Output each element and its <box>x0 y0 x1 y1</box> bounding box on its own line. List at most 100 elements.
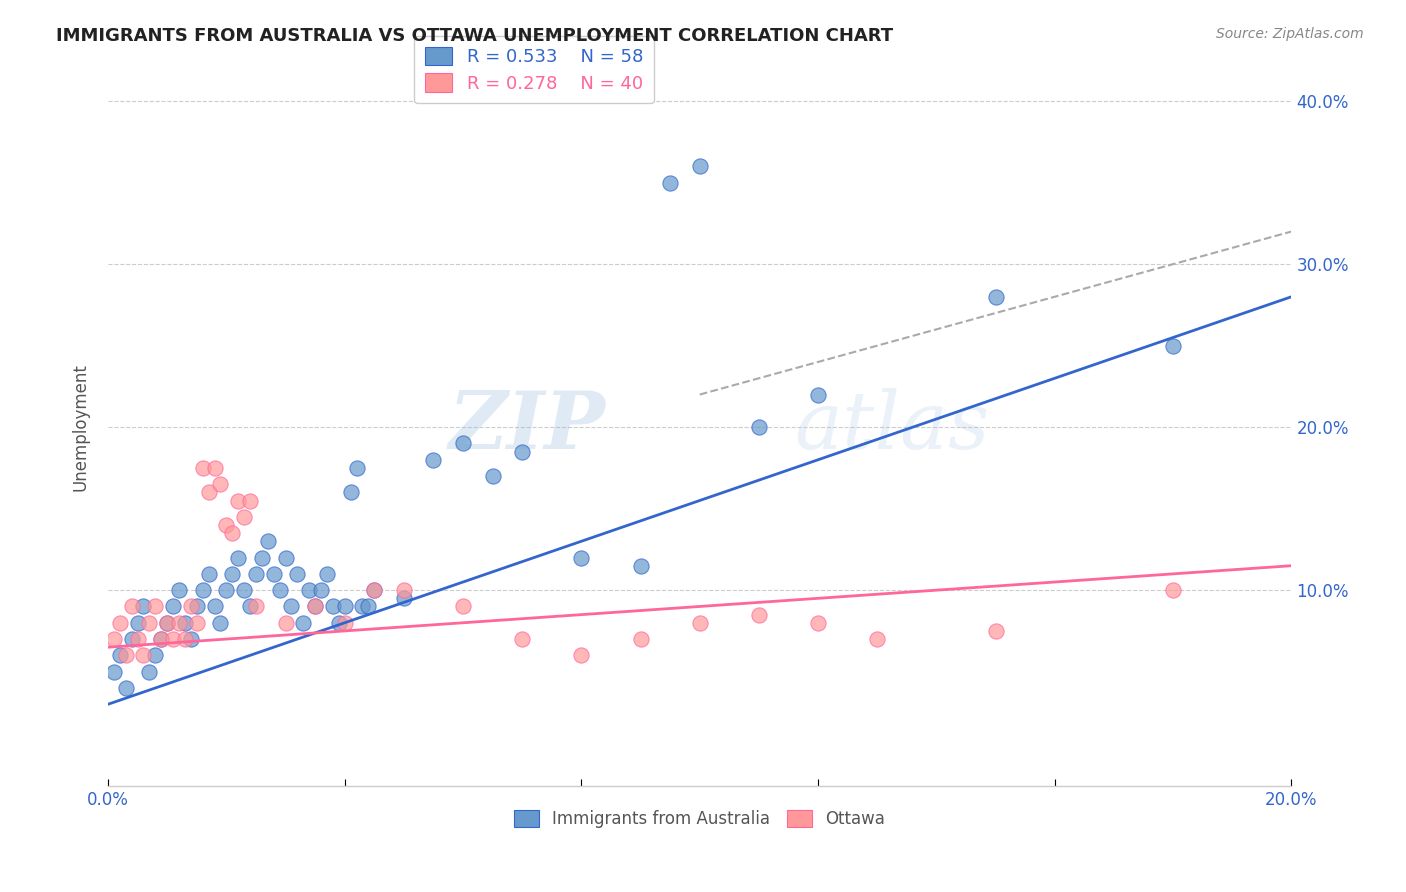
Point <box>1161 583 1184 598</box>
Point <box>328 615 350 630</box>
Point <box>807 387 830 401</box>
Point <box>156 615 179 630</box>
Point <box>245 566 267 581</box>
Point <box>984 290 1007 304</box>
Point <box>689 159 711 173</box>
Point <box>422 452 444 467</box>
Point <box>292 615 315 630</box>
Point <box>114 648 136 663</box>
Point <box>316 566 339 581</box>
Point <box>209 615 232 630</box>
Point <box>451 599 474 614</box>
Point <box>108 648 131 663</box>
Point <box>748 607 770 622</box>
Point <box>280 599 302 614</box>
Point <box>180 632 202 646</box>
Point <box>167 583 190 598</box>
Point <box>127 615 149 630</box>
Point <box>357 599 380 614</box>
Point <box>186 599 208 614</box>
Point <box>285 566 308 581</box>
Point <box>191 461 214 475</box>
Point <box>215 583 238 598</box>
Point <box>233 509 256 524</box>
Point <box>103 665 125 679</box>
Point <box>221 566 243 581</box>
Point <box>569 648 592 663</box>
Point <box>108 615 131 630</box>
Point <box>221 526 243 541</box>
Text: IMMIGRANTS FROM AUSTRALIA VS OTTAWA UNEMPLOYMENT CORRELATION CHART: IMMIGRANTS FROM AUSTRALIA VS OTTAWA UNEM… <box>56 27 893 45</box>
Point <box>121 632 143 646</box>
Point <box>352 599 374 614</box>
Point <box>689 615 711 630</box>
Text: ZIP: ZIP <box>449 388 605 466</box>
Point <box>132 648 155 663</box>
Point <box>162 632 184 646</box>
Point <box>180 599 202 614</box>
Point <box>659 176 682 190</box>
Point <box>174 632 197 646</box>
Point <box>333 615 356 630</box>
Point <box>138 615 160 630</box>
Text: Source: ZipAtlas.com: Source: ZipAtlas.com <box>1216 27 1364 41</box>
Point <box>150 632 173 646</box>
Point <box>510 632 533 646</box>
Point <box>114 681 136 695</box>
Point <box>239 493 262 508</box>
Point <box>630 558 652 573</box>
Point <box>339 485 361 500</box>
Point <box>162 599 184 614</box>
Point <box>304 599 326 614</box>
Point <box>363 583 385 598</box>
Point <box>298 583 321 598</box>
Point <box>984 624 1007 638</box>
Point <box>1161 338 1184 352</box>
Point <box>274 550 297 565</box>
Point <box>143 648 166 663</box>
Point <box>233 583 256 598</box>
Point <box>333 599 356 614</box>
Point <box>256 534 278 549</box>
Point <box>186 615 208 630</box>
Point <box>346 461 368 475</box>
Point <box>204 599 226 614</box>
Point <box>481 469 503 483</box>
Point <box>197 566 219 581</box>
Point <box>569 550 592 565</box>
Point <box>392 583 415 598</box>
Legend: Immigrants from Australia, Ottawa: Immigrants from Australia, Ottawa <box>508 804 891 835</box>
Point <box>167 615 190 630</box>
Point <box>132 599 155 614</box>
Point <box>138 665 160 679</box>
Point <box>197 485 219 500</box>
Point <box>226 493 249 508</box>
Point <box>245 599 267 614</box>
Point <box>274 615 297 630</box>
Point <box>322 599 344 614</box>
Point <box>309 583 332 598</box>
Point <box>363 583 385 598</box>
Point <box>866 632 889 646</box>
Point <box>156 615 179 630</box>
Point <box>103 632 125 646</box>
Point <box>269 583 291 598</box>
Point <box>807 615 830 630</box>
Point <box>150 632 173 646</box>
Y-axis label: Unemployment: Unemployment <box>72 363 89 491</box>
Point <box>392 591 415 606</box>
Point <box>127 632 149 646</box>
Text: atlas: atlas <box>794 388 990 466</box>
Point <box>263 566 285 581</box>
Point <box>215 518 238 533</box>
Point <box>226 550 249 565</box>
Point <box>250 550 273 565</box>
Point <box>143 599 166 614</box>
Point <box>630 632 652 646</box>
Point <box>239 599 262 614</box>
Point <box>121 599 143 614</box>
Point <box>209 477 232 491</box>
Point <box>191 583 214 598</box>
Point <box>174 615 197 630</box>
Point <box>748 420 770 434</box>
